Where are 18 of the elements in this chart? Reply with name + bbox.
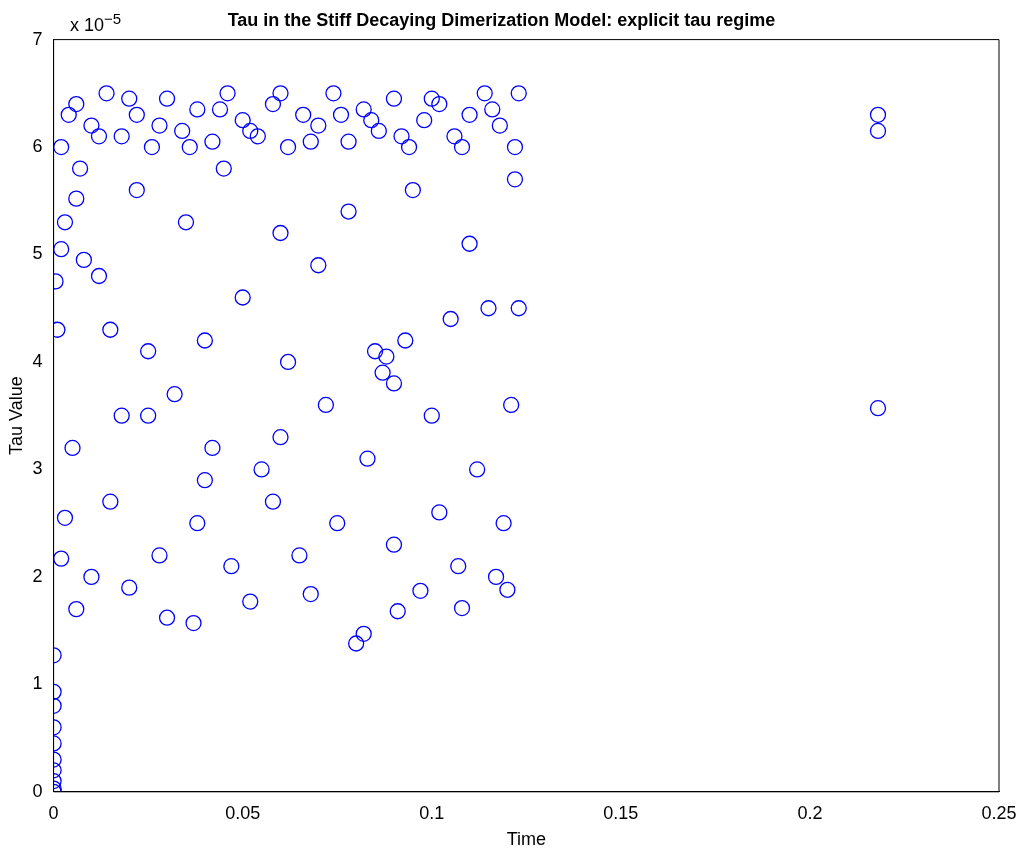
x-tick-label: 0.15 xyxy=(603,802,639,823)
x-axis-title: Time xyxy=(506,829,546,850)
y-tick-label: 0 xyxy=(32,780,43,801)
x-tick-label: 0.2 xyxy=(797,802,823,823)
x-tick-label: 0 xyxy=(48,802,59,823)
y-tick-label: 5 xyxy=(32,243,43,264)
y-tick-label: 7 xyxy=(32,28,43,49)
x-tick-label: 0.1 xyxy=(419,802,445,823)
y-axis-title: Tau Value xyxy=(5,376,26,456)
x-tick-label: 0.25 xyxy=(981,802,1017,823)
x-tick-label: 0.05 xyxy=(225,802,261,823)
chart-title: Tau in the Stiff Decaying Dimerization Model: explicit tau regime xyxy=(227,9,776,30)
y-tick-label: 6 xyxy=(32,136,43,157)
y-tick-label: 4 xyxy=(32,350,43,371)
y-tick-label: 3 xyxy=(32,458,43,479)
y-tick-label: 2 xyxy=(32,565,43,586)
y-tick-label: 1 xyxy=(32,673,43,694)
text: x 10$^{−5}$ xyxy=(70,10,122,36)
